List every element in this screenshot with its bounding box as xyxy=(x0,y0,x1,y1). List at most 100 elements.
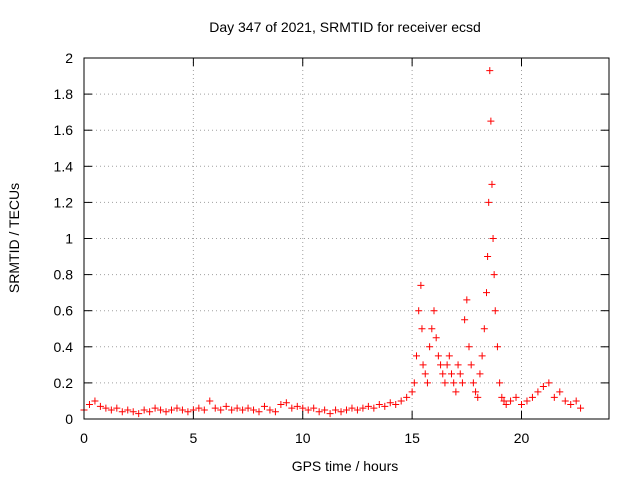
data-point xyxy=(469,379,477,387)
data-point xyxy=(129,408,137,416)
data-point xyxy=(437,361,445,369)
data-point xyxy=(465,343,473,351)
data-point xyxy=(321,406,329,414)
data-point xyxy=(410,379,418,387)
data-point xyxy=(146,408,154,416)
data-point xyxy=(450,379,458,387)
x-tick-label: 15 xyxy=(404,430,420,446)
data-point xyxy=(293,402,301,410)
data-point xyxy=(157,406,165,414)
data-point xyxy=(474,393,482,401)
data-point xyxy=(118,408,126,416)
data-point xyxy=(403,393,411,401)
y-axis-label: SRMTID / TECUs xyxy=(6,183,22,293)
y-tick-label: 0.4 xyxy=(54,339,74,355)
data-point xyxy=(364,402,372,410)
data-point xyxy=(85,401,93,409)
data-point xyxy=(577,404,585,412)
data-point xyxy=(493,343,501,351)
data-point xyxy=(184,408,192,416)
axis-ticks: 00.20.40.60.811.21.41.61.820 5 10 15 20 xyxy=(54,50,609,446)
data-point xyxy=(343,406,350,414)
data-point xyxy=(458,379,466,387)
data-point xyxy=(200,406,208,414)
data-point xyxy=(507,397,515,405)
data-point xyxy=(480,325,488,333)
data-point xyxy=(413,352,420,360)
data-point xyxy=(222,402,230,410)
data-point xyxy=(461,316,469,324)
data-point xyxy=(467,361,475,369)
data-point xyxy=(102,404,110,412)
x-tick-label: 20 xyxy=(514,430,530,446)
data-point xyxy=(332,406,340,414)
data-point xyxy=(211,404,219,412)
data-point xyxy=(487,117,495,125)
data-point xyxy=(518,401,525,409)
data-point xyxy=(315,408,323,416)
data-point xyxy=(434,352,442,360)
data-point xyxy=(408,388,416,396)
data-point xyxy=(151,404,159,412)
data-point xyxy=(239,406,247,414)
y-tick-label: 0.2 xyxy=(54,375,74,391)
data-point xyxy=(423,379,431,387)
y-tick-label: 0.8 xyxy=(54,267,74,283)
data-point xyxy=(260,402,268,410)
data-point xyxy=(523,397,531,405)
data-point xyxy=(107,406,115,414)
data-point xyxy=(439,370,447,378)
data-point xyxy=(421,370,429,378)
data-point xyxy=(124,406,132,414)
data-point xyxy=(233,404,241,412)
data-point xyxy=(415,307,423,315)
grid xyxy=(84,58,609,419)
data-point xyxy=(359,404,367,412)
data-point xyxy=(556,388,564,396)
data-point xyxy=(528,393,536,401)
data-point xyxy=(496,379,504,387)
data-point xyxy=(432,334,440,342)
plot-frame xyxy=(83,57,610,420)
data-point xyxy=(534,388,542,396)
x-tick-label: 5 xyxy=(189,430,197,446)
data-point xyxy=(456,370,464,378)
data-point xyxy=(337,408,345,416)
data-point xyxy=(140,406,148,414)
data-point xyxy=(206,397,214,405)
x-tick-label: 0 xyxy=(80,430,88,446)
data-point xyxy=(162,408,170,416)
data-point xyxy=(502,401,510,409)
data-point xyxy=(288,404,296,412)
y-tick-label: 0.6 xyxy=(54,303,74,319)
data-point xyxy=(91,397,99,405)
data-point xyxy=(478,352,486,360)
data-point xyxy=(567,401,575,409)
data-point xyxy=(448,370,455,378)
data-point xyxy=(417,281,425,289)
data-point xyxy=(277,401,285,409)
data-point xyxy=(217,406,225,414)
y-tick-label: 1 xyxy=(65,231,73,247)
data-point xyxy=(490,271,498,279)
y-tick-label: 1.2 xyxy=(54,194,74,210)
data-point xyxy=(250,406,258,414)
data-point xyxy=(228,406,236,414)
data-point xyxy=(348,404,356,412)
y-tick-label: 1.8 xyxy=(54,86,74,102)
data-point xyxy=(195,404,203,412)
data-point xyxy=(266,406,274,414)
data-point xyxy=(545,379,553,387)
data-point xyxy=(572,397,580,405)
data-point xyxy=(539,383,547,391)
data-point xyxy=(386,399,394,407)
data-point xyxy=(381,402,389,410)
chart-title: Day 347 of 2021, SRMTID for receiver ecs… xyxy=(209,19,481,35)
data-point xyxy=(512,393,520,401)
data-point xyxy=(430,307,438,315)
data-point xyxy=(299,404,307,412)
data-point xyxy=(353,406,361,414)
data-point xyxy=(428,325,436,333)
data-point xyxy=(419,361,427,369)
